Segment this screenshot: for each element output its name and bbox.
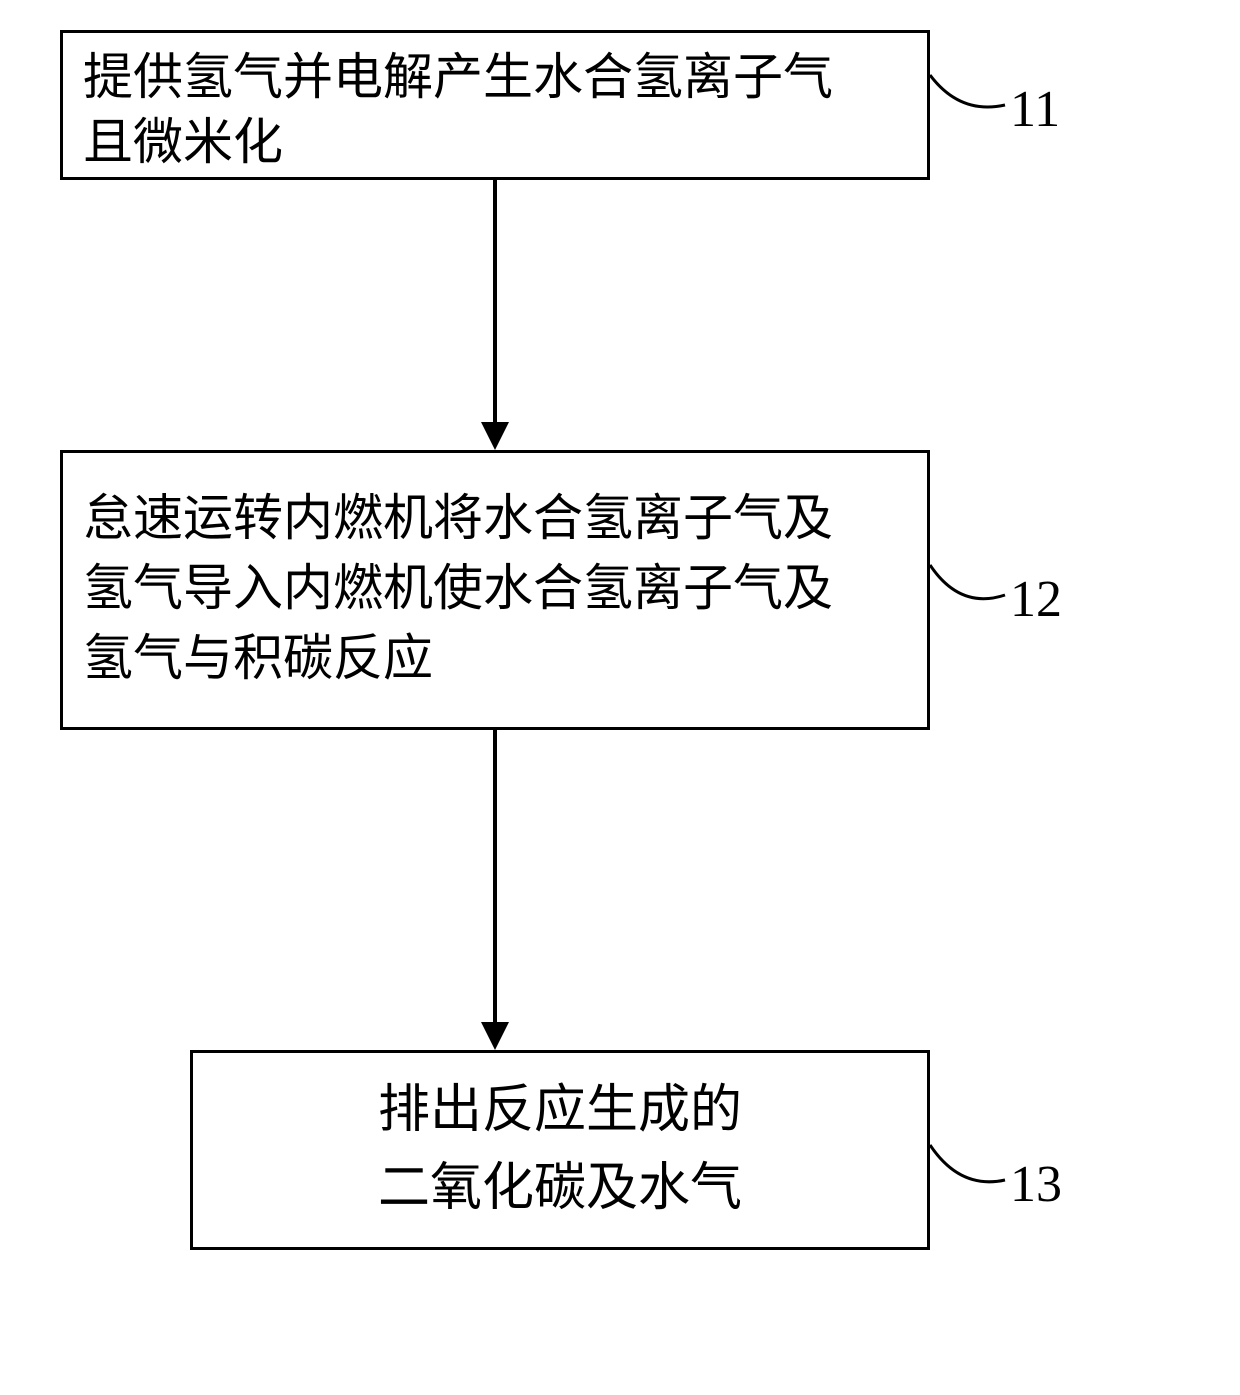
arrow-line-2 (493, 730, 497, 1022)
step-text-2: 怠速运转内燃机将水合氢离子气及 氢气导入内燃机使水合氢离子气及 氢气与积碳反应 (83, 483, 833, 693)
connector-2 (930, 555, 1010, 625)
flowchart-container: 提供氢气并电解产生水合氢离子气 且微米化 11 怠速运转内燃机将水合氢离子气及 … (0, 0, 1240, 1395)
step-box-3: 排出反应生成的 二氧化碳及水气 (190, 1050, 930, 1250)
arrow-head-1 (481, 422, 509, 450)
step-text-1: 提供氢气并电解产生水合氢离子气 且微米化 (83, 45, 833, 175)
connector-3 (930, 1135, 1010, 1205)
step-box-1: 提供氢气并电解产生水合氢离子气 且微米化 (60, 30, 930, 180)
step-text-3: 排出反应生成的 二氧化碳及水气 (378, 1072, 742, 1228)
step-label-2: 12 (1010, 570, 1062, 629)
step-label-1: 11 (1010, 80, 1060, 139)
arrow-head-2 (481, 1022, 509, 1050)
step-box-2: 怠速运转内燃机将水合氢离子气及 氢气导入内燃机使水合氢离子气及 氢气与积碳反应 (60, 450, 930, 730)
step-label-3: 13 (1010, 1155, 1062, 1214)
arrow-line-1 (493, 180, 497, 422)
connector-1 (930, 55, 1010, 125)
